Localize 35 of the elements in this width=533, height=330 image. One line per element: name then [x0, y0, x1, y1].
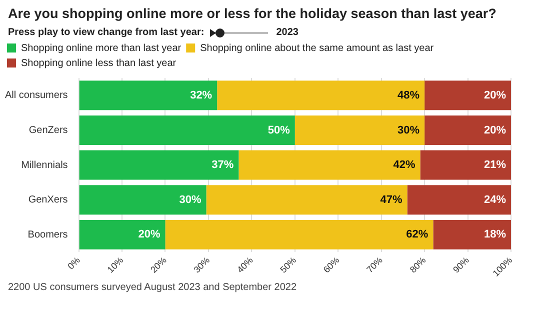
y-tick-label: GenXers: [28, 194, 68, 206]
x-tick-label: 40%: [235, 255, 255, 275]
x-tick-label: 90%: [451, 255, 471, 275]
text: 2023: [276, 27, 298, 38]
legend-label: Shopping online less than last year: [21, 58, 177, 69]
legend-label: Shopping online more than last year: [21, 42, 182, 54]
data-label: 47%: [380, 194, 402, 206]
data-label: 24%: [484, 194, 506, 206]
x-tick-label: 50%: [278, 255, 298, 275]
data-label: 32%: [190, 89, 212, 102]
data-label: 20%: [484, 124, 506, 136]
data-label: 42%: [393, 159, 416, 172]
data-label: 37%: [212, 159, 234, 172]
data-label: 18%: [484, 228, 506, 241]
x-tick-label: 80%: [408, 255, 428, 275]
data-label: 20%: [138, 228, 160, 241]
legend-label: Shopping online about the same amount as last year: [200, 42, 434, 54]
data-label: 50%: [268, 124, 290, 136]
data-label: 62%: [406, 228, 428, 241]
data-label: 21%: [484, 159, 506, 172]
x-tick-label: 70%: [364, 255, 385, 275]
x-tick-label: 30%: [192, 255, 212, 275]
data-label: 30%: [398, 124, 420, 136]
y-tick-label: All consumers: [4, 90, 68, 102]
data-label: 48%: [398, 89, 420, 102]
y-tick-label: Boomers: [28, 229, 68, 240]
x-tick-label: 60%: [321, 255, 342, 275]
data-label: 30%: [179, 194, 202, 206]
data-label: 20%: [484, 89, 506, 102]
text: 2200 US consumers surveyed August 2023 and September 2022: [8, 282, 298, 293]
y-tick-label: Millennials: [21, 160, 68, 171]
x-tick-label: 0%: [66, 255, 82, 272]
y-tick-label: GenZers: [28, 124, 68, 136]
chart-title: Are you shopping online more or less for the holiday season than last year?: [8, 6, 498, 21]
text: Press play to view change from last year:: [8, 27, 204, 38]
